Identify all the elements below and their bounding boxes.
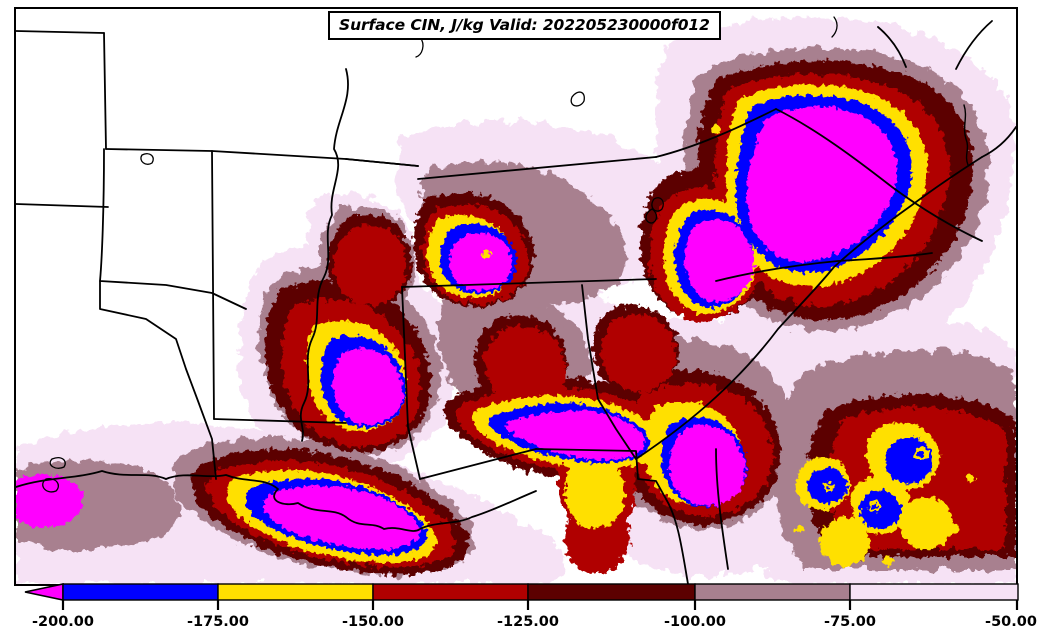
colorbar: -200.00 -175.00 -150.00 -125.00 -100.00 … [0,570,1044,633]
cin-speckles [482,124,975,566]
cin-band-magenta [16,106,898,550]
colorbar-segment-3 [527,583,696,601]
colorbar-segment-2 [372,583,529,601]
colorbar-tick-label: -50.00 [985,614,1037,630]
colorbar-tick-label: -150.00 [342,614,404,630]
colorbar-tick-label: -175.00 [187,614,249,630]
colorbar-segment-5 [849,583,1019,601]
state-boundaries [16,16,1016,584]
colorbar-segments [62,583,1019,601]
colorbar-extend-min [24,583,64,601]
colorbar-tick-label: -125.00 [497,614,559,630]
colorbar-ticks [61,600,1019,610]
colorbar-segment-4 [694,583,851,601]
colorbar-tick-label: -75.00 [824,614,876,630]
map-frame [14,7,1018,586]
cin-contour-map [16,9,1016,584]
colorbar-svg: -200.00 -175.00 -150.00 -125.00 -100.00 … [24,583,1037,630]
colorbar-tick-labels: -200.00 -175.00 -150.00 -125.00 -100.00 … [32,614,1037,630]
colorbar-segment-0 [62,583,219,601]
colorbar-tick-label: -200.00 [32,614,94,630]
map-title: Surface CIN, J/kg Valid: 202205230000f01… [328,11,721,40]
colorbar-segment-1 [217,583,374,601]
colorbar-tick-label: -100.00 [664,614,726,630]
